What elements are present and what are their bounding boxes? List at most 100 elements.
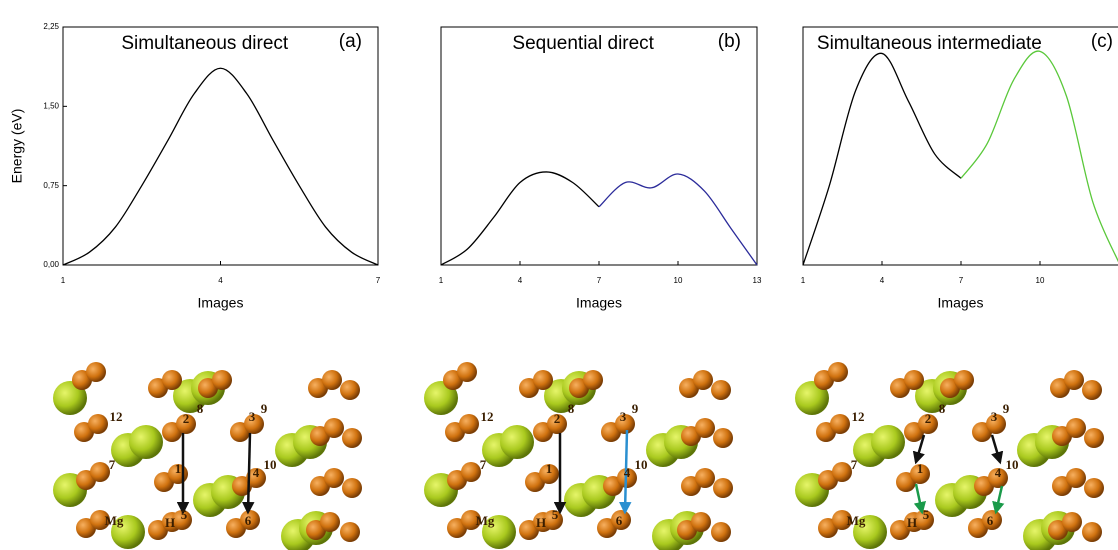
h-atom bbox=[324, 418, 344, 438]
h-atom bbox=[212, 370, 232, 390]
h-atom bbox=[1066, 418, 1086, 438]
atom-label: 12 bbox=[852, 409, 865, 424]
atom-label: 2 bbox=[554, 411, 561, 426]
h-atom bbox=[162, 370, 182, 390]
h-atom bbox=[904, 370, 924, 390]
atom-label: 8 bbox=[197, 401, 204, 416]
atom-label: 7 bbox=[109, 457, 116, 472]
x-tick-label: 10 bbox=[674, 276, 683, 285]
atom-label: 2 bbox=[925, 411, 932, 426]
h-atom bbox=[320, 512, 340, 532]
x-axis-label: Images bbox=[938, 295, 984, 311]
h-atom bbox=[88, 414, 108, 434]
line-series bbox=[599, 174, 757, 265]
h-atom bbox=[533, 370, 553, 390]
x-tick-label: 10 bbox=[1036, 276, 1045, 285]
migration-arrow bbox=[996, 486, 1002, 512]
h-atom bbox=[828, 362, 848, 382]
h-atom bbox=[711, 522, 731, 542]
atom-label: 4 bbox=[624, 465, 631, 480]
atom-label: 9 bbox=[632, 401, 639, 416]
atom-label: 4 bbox=[995, 465, 1002, 480]
migration-arrow bbox=[916, 484, 922, 512]
h-atom bbox=[342, 428, 362, 448]
h-atom bbox=[86, 362, 106, 382]
atom-label: Mg bbox=[105, 513, 124, 528]
mg-atom bbox=[500, 425, 534, 459]
atom-label: 3 bbox=[620, 409, 627, 424]
atom-label: 7 bbox=[851, 457, 858, 472]
atom-label: 5 bbox=[923, 507, 930, 522]
h-atom bbox=[90, 462, 110, 482]
mg-atom bbox=[129, 425, 163, 459]
h-atom bbox=[713, 478, 733, 498]
atom-label: 5 bbox=[552, 507, 559, 522]
atom-label: Mg bbox=[476, 513, 495, 528]
panel-label: (c) bbox=[1091, 31, 1113, 52]
x-tick-label: 4 bbox=[880, 276, 885, 285]
h-atom bbox=[832, 462, 852, 482]
atom-label: H bbox=[165, 515, 175, 530]
atom-label: 7 bbox=[480, 457, 487, 472]
y-tick-label: 0,75 bbox=[43, 181, 59, 190]
h-atom bbox=[340, 522, 360, 542]
line-series bbox=[803, 53, 961, 265]
atom-label: 6 bbox=[245, 513, 252, 528]
migration-arrow bbox=[992, 435, 1000, 462]
h-atom bbox=[691, 512, 711, 532]
h-atom bbox=[1084, 478, 1104, 498]
x-tick-label: 4 bbox=[218, 276, 223, 285]
atom-label: 6 bbox=[987, 513, 994, 528]
x-tick-label: 1 bbox=[439, 276, 444, 285]
line-series bbox=[961, 51, 1118, 263]
x-tick-label: 7 bbox=[376, 276, 381, 285]
x-axis-label: Images bbox=[198, 295, 244, 311]
panel-label: (b) bbox=[718, 31, 741, 52]
h-atom bbox=[1082, 380, 1102, 400]
atom-label: 12 bbox=[110, 409, 123, 424]
x-tick-label: 7 bbox=[597, 276, 602, 285]
atom-label: 10 bbox=[264, 457, 277, 472]
h-atom bbox=[461, 462, 481, 482]
atom-label: 8 bbox=[939, 401, 946, 416]
atom-label: 10 bbox=[635, 457, 648, 472]
h-atom bbox=[342, 478, 362, 498]
structure-image: 12 28 39 7 1 4 10 Mg H5 6 bbox=[53, 362, 362, 550]
atom-label: 12 bbox=[481, 409, 494, 424]
h-atom bbox=[457, 362, 477, 382]
chart-title: Sequential direct bbox=[512, 33, 654, 54]
h-atom bbox=[1066, 468, 1086, 488]
h-atom bbox=[695, 468, 715, 488]
atom-label: 8 bbox=[568, 401, 575, 416]
panel-label: (a) bbox=[339, 31, 362, 52]
atom-label: Mg bbox=[847, 513, 866, 528]
atom-label: 2 bbox=[183, 411, 190, 426]
line-series bbox=[441, 172, 599, 265]
h-atom bbox=[954, 370, 974, 390]
atom-label: H bbox=[536, 515, 546, 530]
atom-label: H bbox=[907, 515, 917, 530]
atom-label: 4 bbox=[253, 465, 260, 480]
h-atom bbox=[1082, 522, 1102, 542]
h-atom bbox=[1062, 512, 1082, 532]
plot-frame bbox=[63, 27, 378, 265]
y-tick-label: 0,00 bbox=[43, 260, 59, 269]
atom-label: 5 bbox=[181, 507, 188, 522]
line-series bbox=[63, 68, 378, 265]
atom-label: 3 bbox=[249, 409, 256, 424]
atom-label: 9 bbox=[261, 401, 268, 416]
atom-label: 3 bbox=[991, 409, 998, 424]
plot-frame bbox=[803, 27, 1118, 265]
atom-label: 9 bbox=[1003, 401, 1010, 416]
h-atom bbox=[830, 414, 850, 434]
x-tick-label: 7 bbox=[959, 276, 964, 285]
y-axis-label: Energy (eV) bbox=[9, 109, 25, 184]
y-tick-label: 1,50 bbox=[43, 101, 59, 110]
h-atom bbox=[1084, 428, 1104, 448]
h-atom bbox=[583, 370, 603, 390]
h-atom bbox=[324, 468, 344, 488]
chart-title: Simultaneous intermediate bbox=[817, 33, 1042, 54]
atom-label: 1 bbox=[175, 461, 182, 476]
